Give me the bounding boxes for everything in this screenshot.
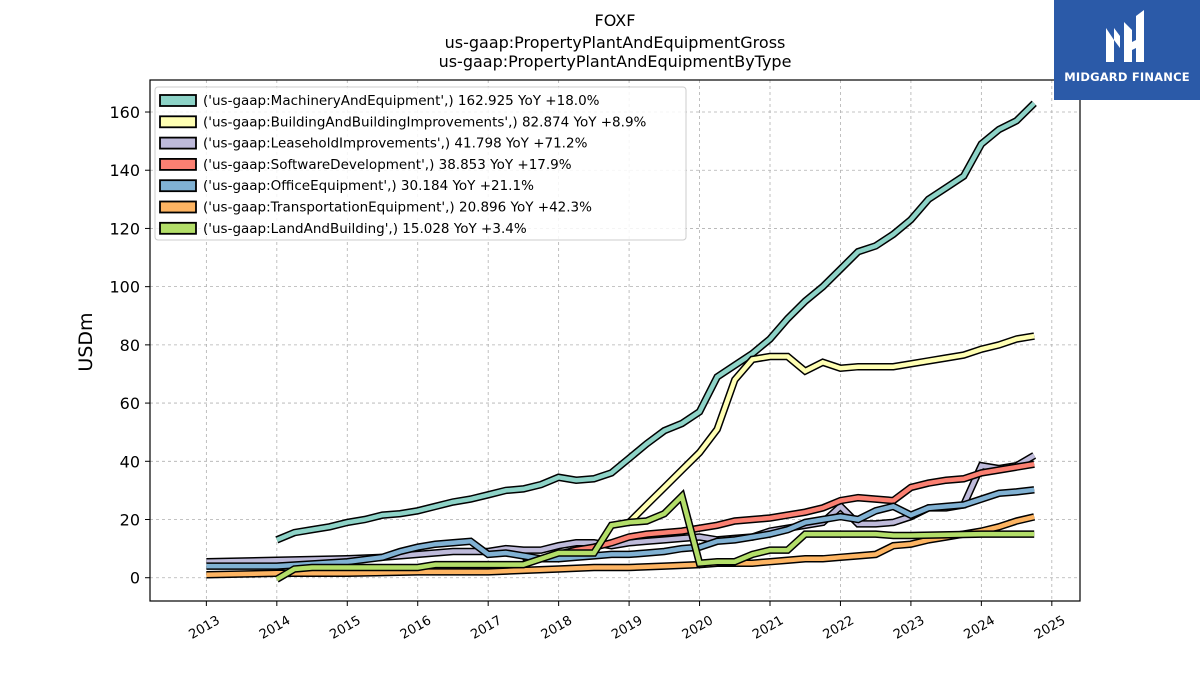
x-tick-label: 2023 — [891, 613, 927, 643]
y-tick-label: 20 — [120, 511, 140, 530]
series-line — [522, 461, 1035, 566]
y-axis-label: USDm — [75, 312, 97, 371]
x-tick-label: 2022 — [821, 613, 857, 643]
x-tick-label: 2021 — [750, 613, 786, 643]
x-tick-label: 2016 — [398, 613, 434, 643]
x-tick-label: 2019 — [609, 613, 645, 643]
series-line — [275, 491, 1035, 582]
legend-swatch — [159, 200, 197, 214]
legend-swatch — [159, 115, 197, 129]
y-tick-label: 60 — [120, 394, 140, 413]
legend-swatch — [159, 221, 197, 235]
legend-entry: ('us-gaap:BuildingAndBuildingImprovement… — [203, 114, 647, 130]
legend-frame — [154, 86, 687, 241]
legend-entry: ('us-gaap:LandAndBuilding',) 15.028 YoY … — [203, 221, 527, 237]
series-lines — [206, 100, 1037, 583]
series-line — [206, 487, 1035, 569]
legend: ('us-gaap:MachineryAndEquipment',) 162.9… — [154, 86, 687, 241]
chart-title: FOXF us-gaap:PropertyPlantAndEquipmentGr… — [439, 11, 792, 71]
y-tick-label: 80 — [120, 336, 140, 355]
x-tick-label: 2025 — [1032, 613, 1068, 643]
y-tick-label: 40 — [120, 452, 140, 471]
x-tick-label: 2020 — [680, 613, 716, 643]
legend-entry: ('us-gaap:TransportationEquipment',) 20.… — [203, 200, 592, 216]
legend-swatch — [159, 179, 197, 193]
legend-swatch — [159, 94, 197, 107]
y-tick-label: 140 — [109, 161, 140, 180]
y-tick-label: 160 — [109, 103, 140, 122]
legend-entry: ('us-gaap:MachineryAndEquipment',) 162.9… — [203, 93, 600, 109]
logo-mark-icon — [1106, 10, 1144, 62]
x-tick-label: 2024 — [962, 613, 998, 643]
legend-entry: ('us-gaap:OfficeEquipment',) 30.184 YoY … — [203, 178, 534, 194]
series-line — [275, 101, 1036, 542]
x-tick-label: 2015 — [327, 613, 363, 643]
y-tick-label: 120 — [109, 219, 140, 238]
brand-logo: MIDGARD FINANCE — [1054, 0, 1200, 100]
logo-text: MIDGARD FINANCE — [1064, 70, 1190, 84]
title-line-3: us-gaap:PropertyPlantAndEquipmentByType — [439, 52, 792, 71]
plot-frame — [149, 79, 1081, 602]
title-line-2: us-gaap:PropertyPlantAndEquipmentGross — [445, 33, 786, 52]
legend-entry: ('us-gaap:LeaseholdImprovements',) 41.79… — [203, 136, 588, 152]
series-line — [627, 333, 1035, 524]
legend-swatch — [159, 157, 197, 171]
x-tick-label: 2018 — [539, 613, 575, 643]
legend-entry: ('us-gaap:SoftwareDevelopment',) 38.853 … — [203, 157, 572, 173]
x-tick-label: 2017 — [468, 613, 504, 643]
x-tick-label: 2014 — [257, 613, 293, 643]
x-tick-label: 2013 — [187, 613, 223, 643]
y-tick-label: 100 — [109, 278, 140, 297]
title-line-1: FOXF — [595, 11, 636, 30]
y-tick-label: 0 — [130, 569, 140, 588]
legend-swatch — [159, 136, 197, 150]
